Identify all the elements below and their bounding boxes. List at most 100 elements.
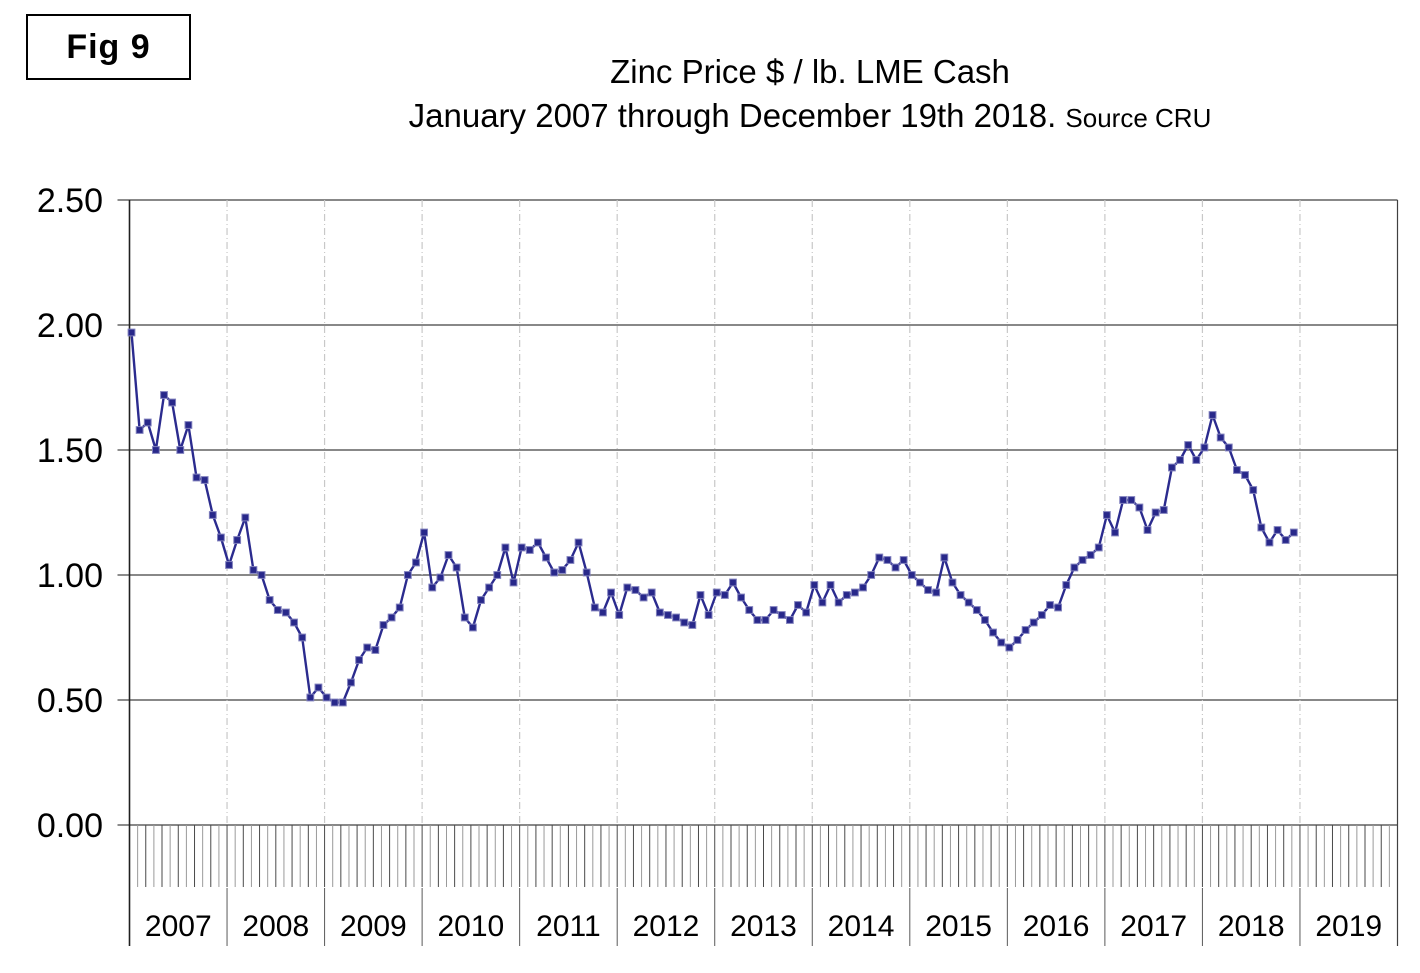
data-point [842,591,851,599]
x-axis-year-label: 2018 [1218,910,1285,943]
data-point [330,698,339,707]
data-point [509,578,518,587]
data-point [582,568,591,577]
data-point [1013,636,1022,644]
data-point [1143,526,1152,534]
data-point [956,591,965,599]
data-point [1102,511,1111,519]
data-point [623,583,632,592]
y-axis-label: 2.50 [37,182,103,220]
data-point [160,391,168,399]
data-point [477,596,485,604]
y-axis-label: 1.00 [37,557,103,595]
data-point [306,693,315,702]
data-point [395,603,404,612]
data-point [517,543,526,552]
data-point [452,563,461,572]
data-point [420,528,429,537]
data-point [785,616,794,624]
page-title: Zinc Price $ / lb. LME Cash [610,53,1010,90]
data-point [859,583,867,592]
data-point [233,536,242,544]
data-point [899,556,908,564]
data-point [590,603,599,612]
data-point [412,558,420,567]
data-point [745,606,754,614]
x-axis-year-label: 2009 [340,910,407,943]
data-point [1192,456,1201,464]
data-point [777,611,786,619]
x-axis-year-label: 2008 [242,910,309,943]
data-point [127,328,136,337]
data-point [1062,581,1071,589]
data-point [924,586,932,594]
data-point [981,616,989,624]
y-axis-label: 0.50 [37,682,103,720]
x-axis-year-label: 2007 [145,910,212,943]
x-axis-year-label: 2013 [730,910,797,943]
figure-label-box: Fig 9 [26,14,191,80]
data-point [322,693,331,702]
data-point [168,398,177,407]
data-point [436,573,445,582]
data-point [184,421,193,429]
data-point [1159,506,1168,514]
data-point [151,446,160,454]
data-point [891,563,900,572]
data-point [940,553,949,562]
data-point [1127,496,1136,504]
data-point [208,511,217,519]
data-point [379,621,388,629]
data-point [1151,508,1160,517]
data-point [225,561,233,569]
data-point [1111,528,1119,537]
x-axis-year-label: 2016 [1023,910,1090,943]
data-point [1281,536,1290,544]
data-point [989,628,997,637]
data-point [883,556,892,564]
data-point [1224,443,1233,452]
data-point [948,578,957,587]
data-point [1119,496,1128,504]
data-point [1021,626,1030,634]
data-point [1005,643,1014,652]
page-subtitle: January 2007 through December 19th 2018.… [200,94,1420,138]
data-point [1273,526,1282,534]
data-point [1216,433,1225,442]
data-point [818,598,827,607]
data-point [1046,601,1054,609]
data-point [460,613,469,622]
x-axis-year-label: 2019 [1315,910,1382,943]
data-point [997,638,1006,647]
data-point [1070,563,1079,572]
data-point [200,476,209,484]
data-point [428,583,437,592]
data-point [696,591,705,599]
data-point [534,538,542,547]
data-point [371,646,380,654]
data-point [444,551,453,559]
data-point [1265,538,1274,547]
data-point [647,588,656,597]
data-point [468,623,477,632]
data-point [916,578,924,587]
data-point [1054,603,1063,612]
data-point [1184,441,1193,449]
figure-label: Fig 9 [66,27,151,66]
data-point [493,571,502,579]
data-point [314,683,323,692]
data-point [672,613,680,622]
data-point [403,571,412,579]
price-line [130,332,1295,704]
data-point [566,556,575,564]
data-point [550,568,559,577]
data-point [1078,556,1087,564]
data-point [257,571,266,579]
data-point [867,571,876,579]
data-point [542,553,550,562]
x-axis-year-label: 2011 [536,910,601,943]
source-label: Source CRU [1065,102,1212,133]
data-point [290,618,298,627]
data-point [688,621,697,629]
data-point [1233,466,1241,474]
